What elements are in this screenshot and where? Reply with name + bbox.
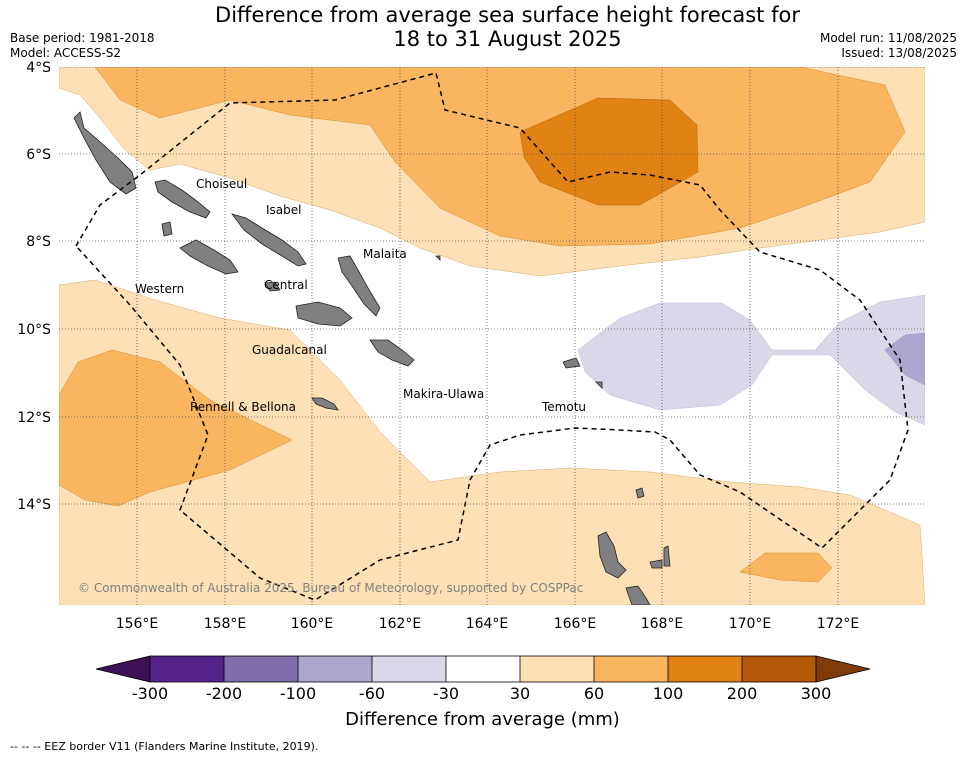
island-vella-lavella bbox=[161, 221, 173, 237]
colorbar-tick-2: -200 bbox=[206, 684, 242, 703]
lon-label-168e: 168°E bbox=[641, 616, 684, 632]
island-bougainville bbox=[73, 111, 137, 195]
lon-label-158e: 158°E bbox=[204, 616, 247, 632]
latitude-labels: 4°S 6°S 8°S 10°S 12°S 14°S bbox=[17, 60, 51, 513]
lon-label-172e: 172°E bbox=[817, 616, 860, 632]
map-area: Choiseul Isabel Malaita Western Central … bbox=[59, 67, 925, 605]
lat-label-4s: 4°S bbox=[26, 60, 51, 76]
lon-label-170e: 170°E bbox=[729, 616, 772, 632]
place-malaita: Malaita bbox=[363, 247, 407, 261]
island-russell bbox=[264, 281, 281, 292]
title-line-2: 18 to 31 August 2025 bbox=[393, 27, 622, 51]
title-line-1: Difference from average sea surface heig… bbox=[215, 3, 800, 27]
colorbar-segment-6 bbox=[520, 656, 594, 682]
island-espiritu-santo bbox=[597, 531, 627, 579]
lon-label-156e: 156°E bbox=[116, 616, 159, 632]
colorbar-tick-5: -30 bbox=[433, 684, 459, 703]
colorbar-segment-7 bbox=[594, 656, 668, 682]
island-santa-cruz bbox=[562, 357, 581, 369]
anomaly-60-100-southeast bbox=[739, 552, 833, 583]
place-central: Central bbox=[264, 278, 308, 292]
colorbar-tick-6: 30 bbox=[510, 684, 530, 703]
colorbar-extend-high bbox=[815, 655, 871, 683]
colorbar-extend-low bbox=[95, 655, 151, 683]
island-new-georgia-group bbox=[179, 239, 239, 275]
eez-border bbox=[75, 72, 909, 601]
island-rennell bbox=[311, 397, 339, 411]
lon-label-166e: 166°E bbox=[554, 616, 597, 632]
colorbar-segment-4 bbox=[372, 656, 446, 682]
lon-label-160e: 160°E bbox=[291, 616, 334, 632]
lat-label-8s: 8°S bbox=[26, 234, 51, 250]
place-guadalcanal: Guadalcanal bbox=[252, 343, 327, 357]
colorbar-segment-1 bbox=[150, 656, 224, 682]
islands bbox=[73, 111, 671, 605]
place-western: Western bbox=[135, 282, 184, 296]
colorbar-tick-3: -100 bbox=[280, 684, 316, 703]
base-period: Base period: 1981-2018 bbox=[10, 31, 155, 45]
map-title: Difference from average sea surface heig… bbox=[0, 3, 965, 51]
colorbar-tick-8: 100 bbox=[653, 684, 684, 703]
meta-left: Base period: 1981-2018 Model: ACCESS-S2 bbox=[10, 31, 155, 61]
colorbar-segment-5 bbox=[446, 656, 520, 682]
colorbar-segment-2 bbox=[224, 656, 298, 682]
lon-label-164e: 164°E bbox=[466, 616, 509, 632]
meta-right: Model run: 11/08/2025 Issued: 13/08/2025 bbox=[820, 31, 957, 61]
model-name: Model: ACCESS-S2 bbox=[10, 46, 122, 60]
longitude-labels: 156°E 158°E 160°E 162°E 164°E 166°E 168°… bbox=[116, 616, 860, 632]
lat-label-6s: 6°S bbox=[26, 147, 51, 163]
island-guadalcanal bbox=[295, 301, 353, 327]
colorbar-tick-1: -300 bbox=[132, 684, 168, 703]
gridlines bbox=[59, 67, 925, 605]
island-ambae bbox=[649, 559, 663, 569]
eez-legend-note: -- -- -- EEZ border V11 (Flanders Marine… bbox=[10, 740, 319, 753]
island-ontong-java bbox=[435, 255, 441, 261]
place-isabel: Isabel bbox=[266, 203, 301, 217]
place-choiseul: Choiseul bbox=[196, 177, 247, 191]
lat-label-14s: 14°S bbox=[17, 497, 51, 513]
place-rennell-bellona: Rennell & Bellona bbox=[190, 400, 296, 414]
colorbar-tick-9: 200 bbox=[727, 684, 758, 703]
colorbar: -300 -200 -100 -60 -30 30 60 100 200 300 bbox=[95, 655, 871, 703]
island-vanua-lava bbox=[635, 487, 645, 499]
model-run: Model run: 11/08/2025 bbox=[819, 31, 957, 45]
colorbar-title: Difference from average (mm) bbox=[345, 709, 620, 730]
lon-label-162e: 162°E bbox=[379, 616, 422, 632]
colorbar-tick-10: 300 bbox=[801, 684, 832, 703]
anomaly-30-60-south bbox=[59, 279, 925, 605]
colorbar-segment-3 bbox=[298, 656, 372, 682]
copyright-credit: © Commonwealth of Australia 2025, Bureau… bbox=[78, 581, 583, 595]
colorbar-segment-9 bbox=[742, 656, 816, 682]
island-malekula bbox=[625, 585, 651, 605]
island-maewo bbox=[663, 545, 671, 567]
colorbar-segment-8 bbox=[668, 656, 742, 682]
anomaly-60-100-west bbox=[59, 349, 293, 507]
island-isabel bbox=[230, 213, 307, 267]
lat-label-12s: 12°S bbox=[17, 410, 51, 426]
lat-label-10s: 10°S bbox=[17, 322, 51, 338]
place-makira-ulawa: Makira-Ulawa bbox=[403, 387, 484, 401]
issued-date: Issued: 13/08/2025 bbox=[841, 46, 957, 60]
place-temotu: Temotu bbox=[541, 400, 586, 414]
island-malaita bbox=[337, 255, 381, 317]
island-choiseul bbox=[154, 179, 211, 219]
island-temotu-small bbox=[595, 381, 603, 389]
anomaly-neg30-neg60 bbox=[577, 294, 925, 426]
colorbar-tick-4: -60 bbox=[359, 684, 385, 703]
colorbar-tick-7: 60 bbox=[584, 684, 604, 703]
island-makira bbox=[369, 339, 415, 367]
